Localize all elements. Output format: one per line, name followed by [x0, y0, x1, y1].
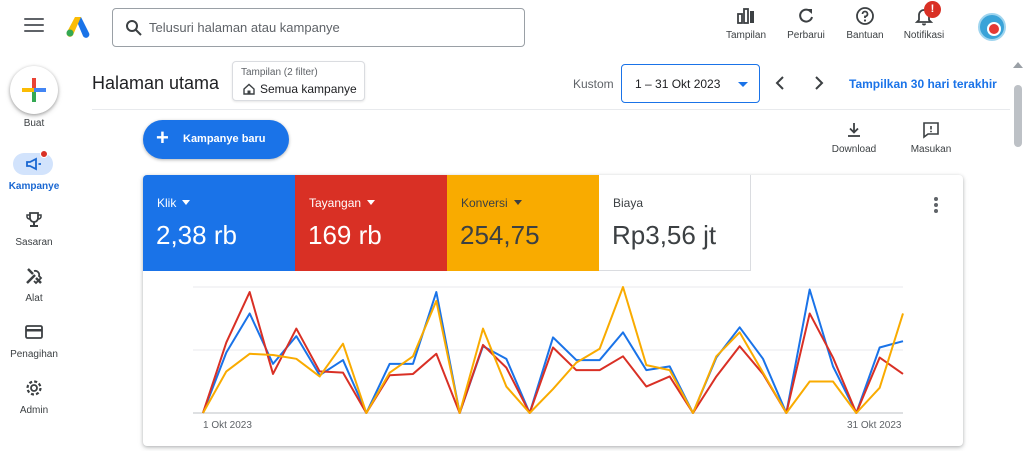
scroll-up-icon[interactable] — [1013, 62, 1023, 68]
x-axis-end-label: 31 Okt 2023 — [847, 420, 902, 431]
help-icon — [856, 7, 874, 25]
tools-icon[interactable] — [24, 266, 44, 286]
new-campaign-label: Kampanye baru — [183, 133, 266, 145]
view-filter-label: Tampilan (2 filter) — [241, 67, 318, 78]
chevron-left-icon[interactable] — [770, 73, 790, 93]
more-options-icon[interactable] — [934, 197, 938, 213]
left-nav: Buat Kampanye Sasaran Alat Penagihan Adm… — [0, 58, 68, 451]
search-box[interactable]: Telusuri halaman atau kampanye — [112, 8, 525, 47]
notification-badge: ! — [924, 1, 941, 18]
nav-item-kampanye[interactable] — [13, 153, 53, 175]
view-filter[interactable]: Tampilan (2 filter) Semua kampanye — [232, 61, 365, 101]
plus-icon — [22, 78, 46, 102]
bar-chart-icon — [737, 8, 754, 24]
bantuan-button[interactable]: Bantuan — [845, 6, 885, 52]
download-label: Download — [831, 144, 877, 155]
caret-down-icon — [367, 200, 376, 205]
notifikasi-label: Notifikasi — [903, 30, 945, 41]
feedback-icon — [923, 122, 939, 139]
metric-konversi[interactable]: Konversi 254,75 — [447, 175, 599, 271]
credit-card-icon[interactable] — [24, 322, 44, 342]
plus-icon: + — [156, 125, 169, 150]
perbarui-button[interactable]: Perbarui — [785, 6, 827, 52]
show-last-30-days-link[interactable]: Tampilkan 30 hari terakhir — [849, 77, 997, 91]
tampilan-label: Tampilan — [725, 30, 767, 41]
download-icon — [848, 123, 860, 137]
feedback-button[interactable]: Masukan — [906, 121, 956, 155]
metric-klik[interactable]: Klik 2,38 rb — [143, 175, 295, 271]
date-range-value: 1 – 31 Okt 2023 — [635, 77, 721, 91]
metric-tayangan[interactable]: Tayangan 169 rb — [295, 175, 447, 271]
megaphone-icon — [26, 157, 41, 171]
caret-down-icon — [182, 200, 191, 205]
menu-icon[interactable] — [24, 18, 44, 34]
metric-biaya[interactable]: Biaya Rp3,56 jt — [599, 175, 751, 271]
nav-label-penagihan[interactable]: Penagihan — [10, 349, 58, 360]
google-ads-logo[interactable] — [66, 16, 90, 38]
metric-value: 169 rb — [308, 220, 382, 250]
create-button[interactable] — [10, 66, 58, 114]
refresh-icon — [799, 8, 813, 23]
date-mode: Kustom — [573, 77, 614, 91]
date-range-select[interactable]: 1 – 31 Okt 2023 — [621, 64, 760, 103]
header-divider — [92, 109, 1010, 110]
metric-label: Tayangan — [309, 196, 376, 210]
performance-card: Klik 2,38 rb Tayangan 169 rb Konversi 25… — [143, 175, 963, 446]
nav-label-kampanye: Kampanye — [8, 181, 60, 192]
search-placeholder: Telusuri halaman atau kampanye — [149, 20, 340, 35]
scrollbar-thumb[interactable] — [1014, 85, 1022, 147]
download-button[interactable]: Download — [828, 121, 880, 155]
top-bar: Telusuri halaman atau kampanye Tampilan … — [0, 0, 1024, 58]
performance-chart: 1 Okt 2023 31 Okt 2023 — [143, 271, 963, 446]
feedback-label: Masukan — [910, 144, 952, 155]
trophy-icon[interactable] — [24, 210, 44, 230]
chevron-right-icon[interactable] — [809, 73, 829, 93]
perbarui-label: Perbarui — [787, 30, 825, 41]
caret-down-icon — [513, 200, 522, 205]
metric-label: Konversi — [461, 196, 522, 210]
metric-value: Rp3,56 jt — [612, 220, 717, 250]
metric-value: 2,38 rb — [156, 220, 237, 250]
view-filter-value: Semua kampanye — [260, 82, 357, 96]
home-icon — [243, 83, 255, 95]
new-campaign-button[interactable]: + Kampanye baru — [143, 120, 289, 159]
nav-label-admin[interactable]: Admin — [19, 405, 49, 416]
nav-label-sasaran[interactable]: Sasaran — [15, 237, 53, 248]
line-chart — [193, 286, 904, 414]
avatar[interactable] — [978, 13, 1006, 41]
nav-label-alat[interactable]: Alat — [25, 293, 43, 304]
create-label: Buat — [23, 118, 45, 129]
bantuan-label: Bantuan — [846, 30, 884, 41]
gear-icon[interactable] — [24, 378, 44, 398]
search-icon — [126, 20, 142, 36]
metric-value: 254,75 — [460, 220, 540, 250]
tampilan-button[interactable]: Tampilan — [724, 6, 768, 52]
chevron-down-icon — [738, 82, 748, 87]
metric-label: Klik — [157, 196, 191, 210]
kampanye-alert-dot — [40, 150, 48, 158]
page-title: Halaman utama — [92, 73, 220, 93]
series-line-2 — [202, 286, 904, 414]
x-axis-start-label: 1 Okt 2023 — [203, 420, 252, 431]
metric-label: Biaya — [613, 196, 644, 210]
